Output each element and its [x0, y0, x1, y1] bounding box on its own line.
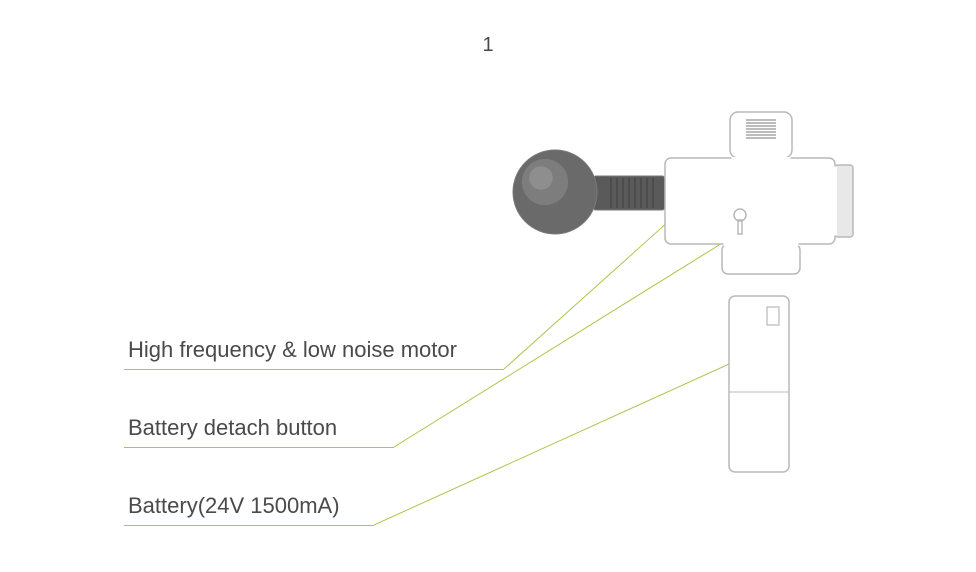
device-diagram	[0, 0, 976, 572]
